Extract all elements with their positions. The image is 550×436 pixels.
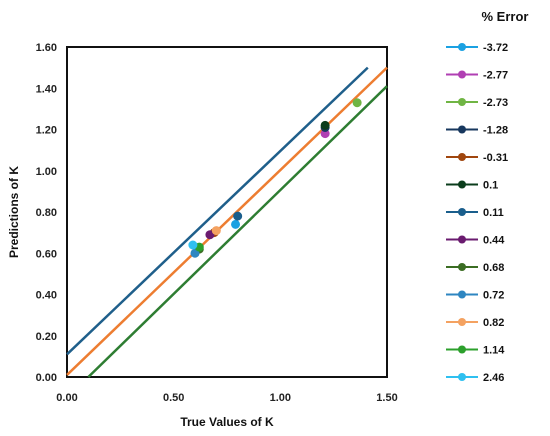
legend-marker — [458, 373, 466, 381]
reference-line-1 — [66, 66, 369, 356]
legend-title: % Error — [482, 9, 529, 24]
legend-marker — [458, 43, 466, 51]
legend-item: 1.14 — [446, 345, 505, 357]
legend-item: -2.73 — [446, 97, 508, 109]
y-axis-title: Predictions of K — [7, 166, 21, 258]
legend-marker — [458, 125, 466, 134]
legend-label: 1.14 — [483, 345, 505, 357]
legend-label: -0.31 — [483, 152, 508, 164]
data-point-13 — [188, 240, 198, 250]
legend-label: 0.11 — [483, 207, 504, 219]
legend-label: 0.82 — [483, 317, 504, 329]
data-point-2 — [320, 129, 330, 139]
reference-lines — [66, 66, 388, 378]
legend-item: 2.46 — [446, 372, 504, 384]
legend-label: 0.44 — [483, 235, 505, 247]
legend-item: 0.82 — [446, 317, 504, 329]
data-point-3 — [352, 98, 362, 108]
legend-item: -1.28 — [446, 125, 508, 137]
x-tick-label: 1.00 — [270, 392, 291, 404]
y-axis-ticks: 0.00 0.20 0.40 0.60 0.80 1.00 1.20 1.40 1.60 — [36, 42, 57, 384]
y-tick-label: 1.60 — [36, 42, 57, 54]
legend: % Error -3.72 -2.77 -2.73 -1.28 -0.31 0.1 0.11… — [446, 9, 528, 384]
x-tick-label: 1.50 — [376, 392, 397, 404]
legend-label: -3.72 — [483, 42, 508, 54]
legend-marker — [458, 70, 466, 79]
legend-marker — [458, 263, 466, 271]
legend-item: 0.72 — [446, 290, 504, 302]
legend-label: 0.1 — [483, 180, 498, 192]
legend-marker — [458, 318, 466, 326]
legend-item: -2.77 — [446, 70, 508, 82]
data-point-7 — [233, 211, 243, 221]
y-tick-label: 0.20 — [36, 331, 57, 343]
y-tick-label: 1.20 — [36, 125, 57, 137]
data-points — [188, 98, 362, 258]
legend-label: -2.77 — [483, 70, 508, 82]
data-point-6 — [320, 120, 330, 130]
legend-item: -0.31 — [446, 152, 508, 164]
x-axis-title: True Values of K — [180, 415, 274, 429]
x-tick-label: 0.00 — [56, 392, 77, 404]
legend-marker — [458, 98, 466, 106]
legend-marker — [458, 153, 466, 161]
y-tick-label: 0.40 — [36, 290, 57, 302]
legend-item: 0.1 — [446, 180, 498, 192]
reference-line-3 — [87, 85, 388, 378]
y-tick-label: 1.00 — [36, 166, 57, 178]
legend-marker — [458, 208, 466, 216]
data-point-8 — [205, 230, 215, 240]
y-tick-label: 0.80 — [36, 207, 57, 219]
legend-marker — [458, 235, 466, 244]
x-axis-ticks: 0.00 0.50 1.00 1.50 — [56, 392, 397, 404]
x-tick-label: 0.50 — [163, 392, 184, 404]
legend-label: 2.46 — [483, 372, 504, 384]
y-tick-label: 0.00 — [36, 372, 57, 384]
legend-marker — [458, 180, 466, 189]
legend-label: -2.73 — [483, 97, 508, 109]
legend-item: 0.44 — [446, 235, 505, 247]
legend-marker — [458, 290, 466, 299]
data-point-11 — [211, 226, 221, 236]
legend-item: 0.68 — [446, 262, 504, 274]
legend-label: 0.72 — [483, 290, 504, 302]
reference-line-2 — [66, 66, 388, 376]
legend-item: -3.72 — [446, 42, 508, 54]
y-tick-label: 0.60 — [36, 248, 57, 260]
data-point-1 — [231, 219, 241, 229]
legend-label: 0.68 — [483, 262, 504, 274]
legend-label: -1.28 — [483, 125, 508, 137]
legend-item: 0.11 — [446, 207, 504, 219]
legend-marker — [458, 345, 466, 354]
y-tick-label: 1.40 — [36, 83, 57, 95]
